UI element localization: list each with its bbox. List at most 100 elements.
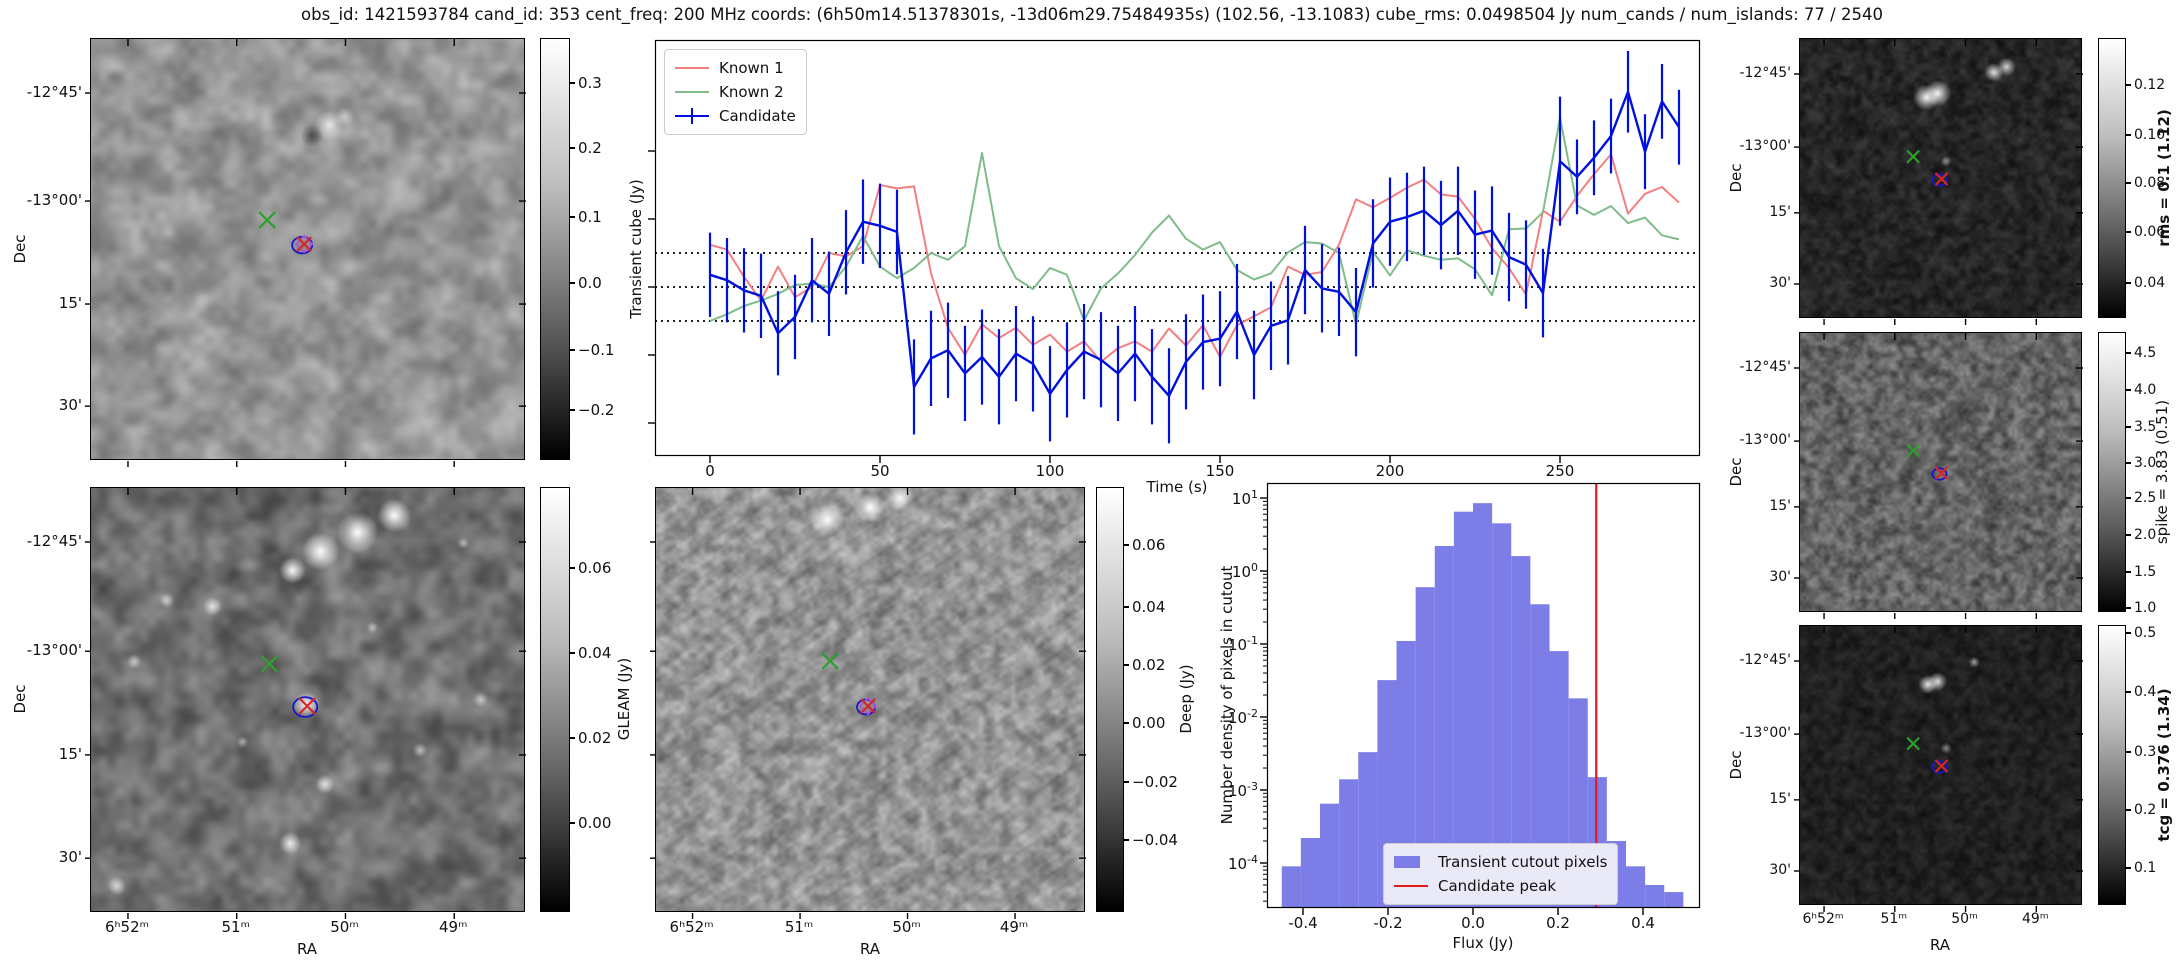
rms-colorbar-tickmark [2126, 134, 2131, 136]
rms-colorbar-tick: 0.04 [2134, 275, 2166, 291]
lightcurve-legend: Known 1 Known 2 Candidate [664, 49, 807, 135]
spike-cutout-overlay [1794, 333, 2083, 619]
spike-colorbar-tick: 3.0 [2134, 455, 2157, 472]
tcg-dec-tick: -13°00' [1739, 725, 1791, 742]
tcg-colorbar-tick: 0.4 [2134, 683, 2157, 700]
histogram-panel: Transient cutout pixels Candidate peak [1260, 482, 1701, 915]
spike-colorbar-tick: 3.5 [2134, 418, 2157, 435]
gleam-ra-axis-label: RA [296, 940, 318, 958]
deep-colorbar-tick: −0.02 [1132, 772, 1178, 791]
deep-ra-tick: 51ᵐ [784, 918, 814, 936]
tcg-colorbar-tickmark [2126, 691, 2131, 693]
histogram-y-tick: 10-1 [1227, 634, 1258, 654]
gleam-colorbar-tickmark [570, 652, 575, 654]
rms-colorbar [2098, 38, 2126, 318]
gleam-colorbar-label: GLEAM (Jy) [615, 657, 633, 741]
spike-dec-tick: 30' [1769, 569, 1791, 585]
known1-line-swatch [675, 60, 709, 76]
rms-dec-tick: -12°45' [1739, 65, 1791, 81]
lightcurve-x-tick: 0 [705, 462, 715, 480]
deep-colorbar-tick: 0.02 [1132, 656, 1166, 675]
gleam-cutout-panel [85, 487, 526, 919]
peak-line-swatch [1394, 878, 1428, 894]
spike-dec-tick: 15' [1769, 497, 1791, 514]
peak-label: Candidate peak [1438, 877, 1557, 895]
rms-dec-axis-label: Dec [1727, 163, 1745, 193]
legend-entry-known2: Known 2 [675, 80, 796, 104]
gleam-dec-tick: 30' [58, 848, 82, 867]
deep-ra-tick: 49ᵐ [999, 918, 1029, 936]
transient-colorbar-label: Transient cube (Jy) [627, 179, 645, 319]
deep-colorbar-tickmark [1124, 606, 1129, 608]
candidate-errorbar-swatch [675, 108, 709, 124]
tcg-colorbar-tick: 0.2 [2134, 802, 2157, 819]
gleam-cutout-image [91, 488, 524, 911]
known2-line-swatch [675, 84, 709, 100]
rms-colorbar-tickmark [2126, 182, 2131, 184]
gleam-dec-tick: -13°00' [26, 641, 82, 660]
spike-colorbar-tickmark [2126, 352, 2131, 354]
lightcurve-x-tick: 50 [870, 462, 890, 480]
tcg-ra-axis-label: RA [1929, 936, 1951, 954]
rms-colorbar-tickmark [2126, 231, 2131, 233]
gleam-colorbar-tick: 0.02 [578, 728, 612, 747]
deep-colorbar-tick: 0.04 [1132, 597, 1166, 616]
histogram-xlabel: Flux (Jy) [1452, 934, 1514, 952]
spike-colorbar-tickmark [2126, 607, 2131, 609]
histogram-x-tick: 0.0 [1461, 914, 1485, 932]
spike-colorbar-tick: 1.0 [2134, 600, 2157, 617]
known2-label: Known 2 [719, 83, 784, 101]
known1-label: Known 1 [719, 59, 784, 77]
figure-title: obs_id: 1421593784 cand_id: 353 cent_fre… [301, 5, 1883, 24]
rms-colorbar-tickmark [2126, 84, 2131, 86]
deep-colorbar [1096, 487, 1124, 912]
rms-cutout-overlay [1794, 39, 2083, 325]
tcg-colorbar-tickmark [2126, 809, 2131, 811]
histogram-y-tick: 101 [1231, 488, 1258, 508]
transient-colorbar-tickmark [570, 409, 575, 411]
tcg-ra-tick: 50ᵐ [1951, 911, 1978, 927]
deep-colorbar-tick: −0.04 [1132, 831, 1178, 850]
transient-dec-tick: -13°00' [26, 191, 82, 210]
lightcurve-x-tick: 250 [1545, 462, 1575, 480]
gleam-ra-tick: 50ᵐ [330, 918, 359, 936]
spike-colorbar-tickmark [2126, 534, 2131, 536]
deep-cutout-overlay [650, 488, 1086, 919]
deep-colorbar-tick: 0.06 [1132, 535, 1166, 554]
deep-colorbar-tickmark [1124, 839, 1129, 841]
deep-cutout-panel [650, 487, 1086, 919]
lightcurve-x-tick: 200 [1375, 462, 1405, 480]
rms-colorbar-tick: 0.12 [2134, 77, 2166, 94]
tcg-colorbar-label: tcg = 0.376 (1.34) [2155, 688, 2173, 842]
pixels-label: Transient cutout pixels [1438, 853, 1608, 871]
transient-colorbar-tick: −0.1 [578, 340, 615, 359]
histogram-legend: Transient cutout pixels Candidate peak [1383, 843, 1619, 905]
legend-entry-peak: Candidate peak [1394, 874, 1607, 898]
lightcurve-panel: Known 1 Known 2 Candidate [648, 39, 1701, 463]
histogram-y-tick: 100 [1231, 561, 1258, 581]
pixels-patch-swatch [1394, 854, 1428, 870]
lightcurve-x-tick: 150 [1205, 462, 1235, 480]
deep-colorbar-tickmark [1124, 664, 1129, 666]
deep-ra-tick: 50ᵐ [892, 918, 921, 936]
tcg-colorbar-tick: 0.3 [2134, 744, 2157, 761]
transient-colorbar-tickmark [570, 82, 575, 84]
tcg-cutout-overlay [1794, 626, 2083, 912]
deep-colorbar-tickmark [1124, 722, 1129, 724]
deep-colorbar-tick: 0.00 [1132, 713, 1166, 732]
candidate-label: Candidate [719, 107, 796, 125]
rms-dec-tick: 30' [1769, 275, 1791, 291]
tcg-colorbar-tick: 0.1 [2134, 860, 2157, 877]
gleam-colorbar-tickmark [570, 737, 575, 739]
gleam-colorbar [540, 487, 570, 912]
spike-colorbar-tick: 4.0 [2134, 381, 2157, 398]
transient-colorbar-tick: 0.0 [578, 274, 602, 293]
histogram-y-tick: 10-2 [1227, 707, 1258, 727]
transient-cutout-panel [85, 38, 526, 467]
transient-dec-tick: 15' [58, 294, 82, 313]
transient-colorbar-tickmark [570, 282, 575, 284]
spike-colorbar [2098, 332, 2126, 612]
tcg-dec-tick: 15' [1769, 790, 1791, 807]
spike-colorbar-tickmark [2126, 462, 2131, 464]
